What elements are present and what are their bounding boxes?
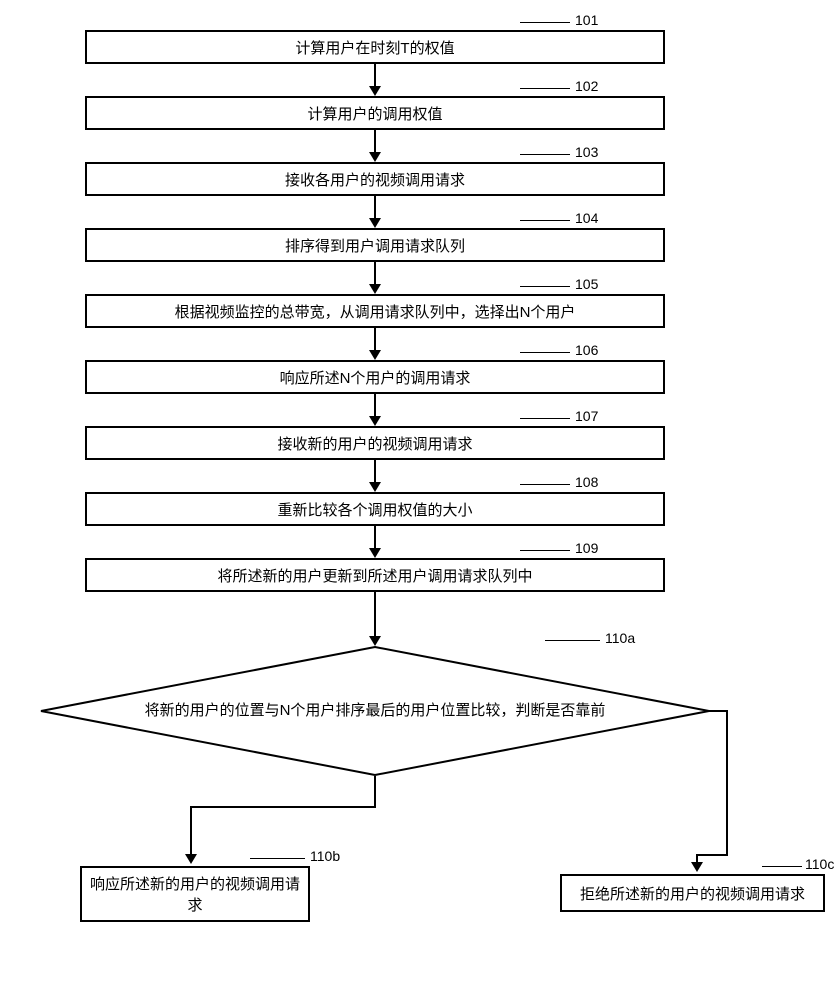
step-103-text: 接收各用户的视频调用请求 (285, 169, 465, 190)
arrowhead-108-109 (369, 548, 381, 558)
edge-110a-right-v (726, 710, 728, 856)
label-109: 109 (575, 540, 598, 556)
step-108-text: 重新比较各个调用权值的大小 (277, 499, 472, 520)
step-101: 计算用户在时刻T的权值 (85, 30, 665, 64)
arrow-107-108 (374, 460, 376, 484)
edge-110a-right-h2 (696, 854, 728, 856)
leader-106 (520, 352, 570, 353)
flowchart-container: 计算用户在时刻T的权值 101 计算用户的调用权值 102 接收各用户的视频调用… (0, 0, 840, 1000)
arrowhead-106-107 (369, 416, 381, 426)
step-105-text: 根据视频监控的总带宽，从调用请求队列中，选择出N个用户 (175, 301, 576, 322)
label-104: 104 (575, 210, 598, 226)
arrowhead-105-106 (369, 350, 381, 360)
step-110b-text: 响应所述新的用户的视频调用请求 (90, 873, 300, 915)
step-108: 重新比较各个调用权值的大小 (85, 492, 665, 526)
edge-110a-right-h (708, 710, 728, 712)
leader-110c (762, 866, 802, 867)
leader-110a (545, 640, 600, 641)
step-110c-text: 拒绝所述新的用户的视频调用请求 (580, 883, 805, 904)
step-102-text: 计算用户的调用权值 (307, 103, 442, 124)
leader-107 (520, 418, 570, 419)
step-109: 将所述新的用户更新到所述用户调用请求队列中 (85, 558, 665, 592)
label-106: 106 (575, 342, 598, 358)
step-110c: 拒绝所述新的用户的视频调用请求 (560, 874, 825, 912)
step-110b: 响应所述新的用户的视频调用请求 (80, 866, 310, 922)
label-102: 102 (575, 78, 598, 94)
arrowhead-109-110a (369, 636, 381, 646)
step-106: 响应所述N个用户的调用请求 (85, 360, 665, 394)
leader-109 (520, 550, 570, 551)
step-104: 排序得到用户调用请求队列 (85, 228, 665, 262)
edge-110a-left-v (190, 806, 192, 856)
step-106-text: 响应所述N个用户的调用请求 (280, 367, 471, 388)
arrowhead-110a-110b (185, 854, 197, 864)
arrowhead-110a-110c (691, 862, 703, 872)
decision-110a-text: 将新的用户的位置与N个用户排序最后的用户位置比较，判断是否靠前 (145, 699, 606, 723)
label-110c: 110c (805, 856, 834, 872)
step-107: 接收新的用户的视频调用请求 (85, 426, 665, 460)
label-110b: 110b (310, 848, 340, 864)
arrow-106-107 (374, 394, 376, 418)
step-109-text: 将所述新的用户更新到所述用户调用请求队列中 (217, 565, 532, 586)
leader-105 (520, 286, 570, 287)
arrow-101-102 (374, 64, 376, 88)
label-101: 101 (575, 12, 598, 28)
arrowhead-101-102 (369, 86, 381, 96)
leader-103 (520, 154, 570, 155)
edge-110a-bottom (374, 776, 376, 806)
leader-102 (520, 88, 570, 89)
arrowhead-107-108 (369, 482, 381, 492)
decision-110a: 将新的用户的位置与N个用户排序最后的用户位置比较，判断是否靠前 (40, 646, 710, 776)
label-103: 103 (575, 144, 598, 160)
arrowhead-103-104 (369, 218, 381, 228)
leader-101 (520, 22, 570, 23)
arrowhead-102-103 (369, 152, 381, 162)
step-105: 根据视频监控的总带宽，从调用请求队列中，选择出N个用户 (85, 294, 665, 328)
step-101-text: 计算用户在时刻T的权值 (295, 37, 454, 58)
label-105: 105 (575, 276, 598, 292)
arrow-108-109 (374, 526, 376, 550)
arrow-105-106 (374, 328, 376, 352)
step-102: 计算用户的调用权值 (85, 96, 665, 130)
step-103: 接收各用户的视频调用请求 (85, 162, 665, 196)
edge-110a-left-h (190, 806, 376, 808)
step-104-text: 排序得到用户调用请求队列 (285, 235, 465, 256)
leader-104 (520, 220, 570, 221)
step-107-text: 接收新的用户的视频调用请求 (277, 433, 472, 454)
arrow-109-110a (374, 592, 376, 638)
arrow-103-104 (374, 196, 376, 220)
arrowhead-104-105 (369, 284, 381, 294)
label-107: 107 (575, 408, 598, 424)
leader-108 (520, 484, 570, 485)
arrow-102-103 (374, 130, 376, 154)
leader-110b (250, 858, 305, 859)
label-110a: 110a (605, 630, 635, 646)
label-108: 108 (575, 474, 598, 490)
arrow-104-105 (374, 262, 376, 286)
